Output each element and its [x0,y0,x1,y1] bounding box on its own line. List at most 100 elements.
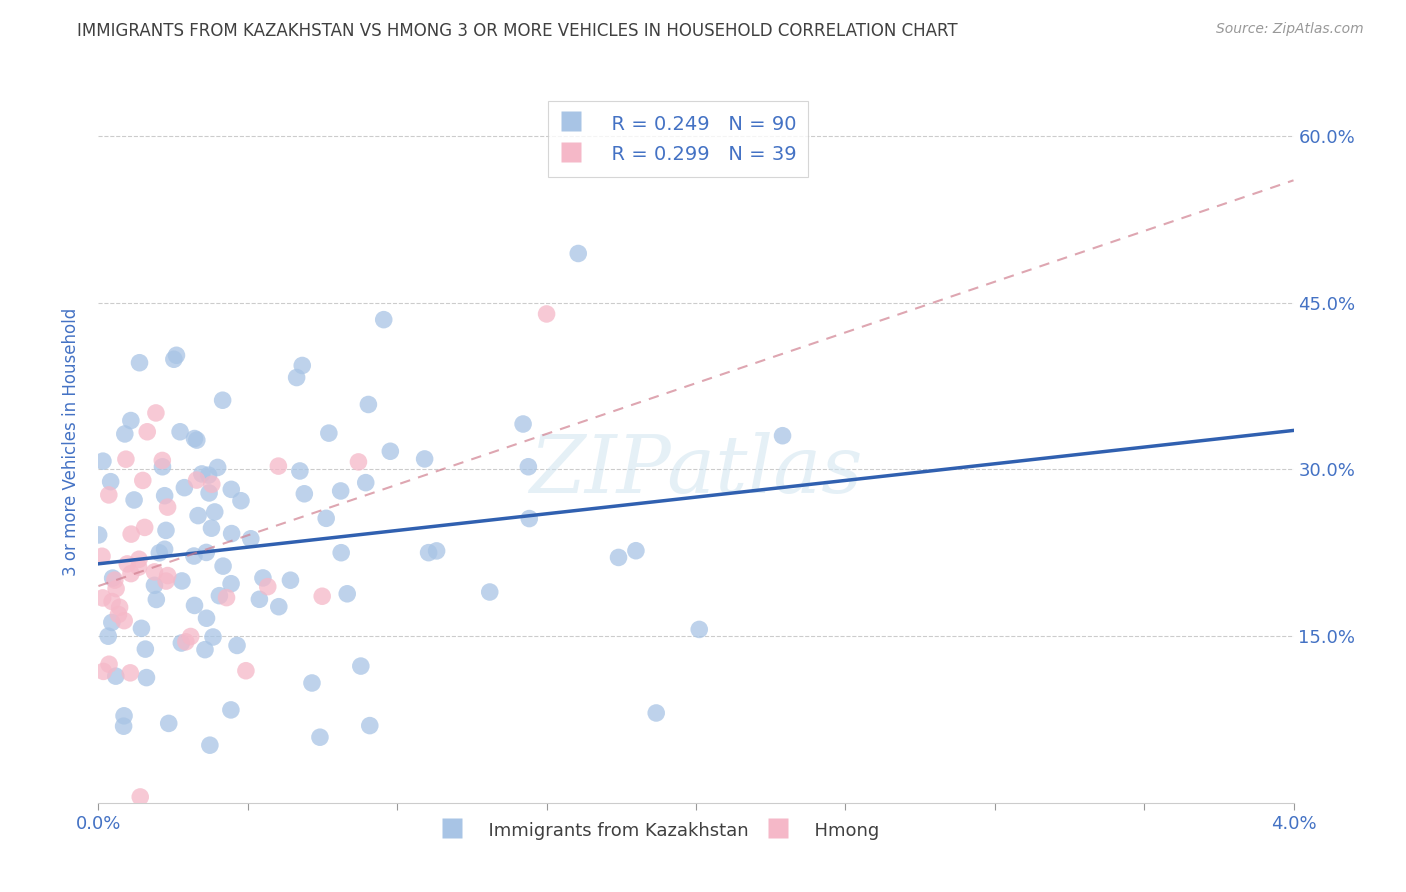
Point [318,426,340,441]
Point [288,464,311,478]
Point [350,659,373,673]
Point [145,592,167,607]
Point [357,397,380,411]
Point [101,571,124,585]
Point [120,413,142,427]
Point [153,542,176,557]
Point [87,528,110,542]
Point [197,468,219,483]
Point [156,500,179,515]
Point [128,356,150,370]
Point [688,623,710,637]
Point [330,546,353,560]
Point [183,599,205,613]
Point [104,669,127,683]
Point [136,425,159,439]
Point [100,475,122,489]
Point [186,473,208,487]
Point [143,578,166,592]
Point [155,574,177,588]
Point [169,425,191,439]
Point [129,789,152,804]
Point [135,671,157,685]
Point [180,630,202,644]
Point [128,552,150,566]
Point [204,505,226,519]
Legend:   Immigrants from Kazakhstan,   Hmong: Immigrants from Kazakhstan, Hmong [434,813,886,848]
Point [150,453,173,467]
Point [201,477,224,491]
Point [772,428,794,442]
Point [107,607,129,622]
Point [128,560,150,574]
Point [291,359,314,373]
Point [239,532,262,546]
Point [309,730,332,744]
Point [219,483,242,497]
Point [373,312,395,326]
Point [336,587,359,601]
Point [200,521,222,535]
Point [267,599,290,614]
Point [120,665,142,680]
Point [215,591,238,605]
Point [235,664,257,678]
Point [155,524,177,538]
Point [219,576,242,591]
Point [354,475,377,490]
Point [170,574,193,588]
Point [156,568,179,582]
Point [536,307,558,321]
Point [195,545,218,559]
Point [301,676,323,690]
Point [115,452,138,467]
Point [212,559,235,574]
Point [145,406,167,420]
Point [186,433,208,447]
Point [97,629,120,643]
Point [208,589,231,603]
Point [174,635,197,649]
Point [101,615,124,630]
Point [132,474,155,488]
Point [93,665,115,679]
Point [517,459,540,474]
Point [112,614,135,628]
Point [101,594,124,608]
Point [134,520,156,534]
Point [285,370,308,384]
Point [157,716,180,731]
Point [114,426,136,441]
Point [567,246,589,260]
Point [247,592,270,607]
Point [512,417,534,431]
Point [380,444,402,458]
Text: ZIPatlas: ZIPatlas [529,432,863,509]
Point [187,508,209,523]
Point [207,460,229,475]
Point [143,565,166,579]
Point [108,600,131,615]
Point [134,642,156,657]
Point [315,511,337,525]
Point [173,481,195,495]
Point [221,526,243,541]
Point [166,348,188,362]
Point [359,718,381,732]
Point [418,546,440,560]
Point [645,706,668,720]
Point [198,738,221,752]
Point [426,544,449,558]
Point [148,546,170,560]
Point [120,566,142,581]
Point [91,591,114,605]
Point [256,580,278,594]
Point [280,573,302,587]
Point [292,487,315,501]
Point [478,585,501,599]
Point [607,550,630,565]
Point [329,483,352,498]
Point [117,557,139,571]
Point [131,621,153,635]
Point [202,630,225,644]
